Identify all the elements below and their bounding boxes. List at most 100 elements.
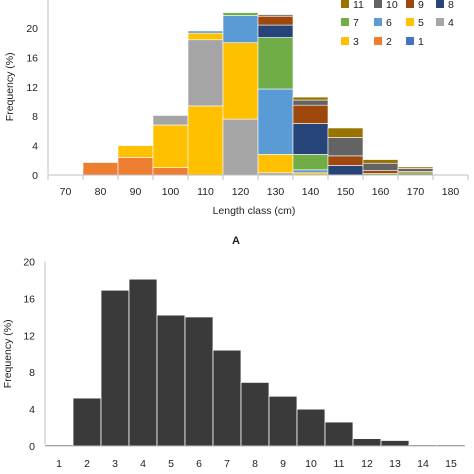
- bar-segment: [292, 99, 329, 106]
- legend-swatch: [341, 18, 349, 26]
- legend-entry: 10: [386, 0, 398, 11]
- y-tick-label: 8: [32, 111, 38, 123]
- y-tick-label: 20: [26, 23, 38, 35]
- bar-segment: [292, 169, 329, 174]
- legend-entry: 4: [448, 17, 454, 29]
- bar: [100, 289, 130, 447]
- legend-swatch: [341, 0, 349, 8]
- legend-entry: 3: [353, 36, 359, 48]
- x-tick-label: 14: [417, 458, 429, 470]
- y-tick-label: 4: [32, 141, 38, 153]
- bar-segment: [257, 24, 294, 38]
- bar-segment: [327, 137, 364, 157]
- bar-segment: [257, 37, 294, 90]
- legend-swatch: [374, 37, 382, 45]
- y-tick-label: 0: [29, 441, 35, 453]
- legend-swatch: [406, 0, 414, 8]
- x-tick-label: 3: [112, 458, 118, 470]
- y-axis-label: Frequency (%): [2, 319, 14, 388]
- bar-segment: [187, 105, 224, 176]
- legend-entry: 1: [418, 36, 424, 48]
- bar: [128, 278, 158, 447]
- bar-segment: [257, 13, 294, 16]
- legend-swatch: [406, 37, 414, 45]
- bar-segment: [292, 154, 329, 171]
- bar: [324, 421, 354, 447]
- y-tick-label: 16: [23, 293, 35, 305]
- legend-swatch: [341, 37, 349, 45]
- y-tick-label: 4: [29, 404, 35, 416]
- x-tick-label: 70: [60, 186, 72, 198]
- x-tick-label: 150: [337, 186, 355, 198]
- x-tick-label: 11: [334, 458, 345, 470]
- bar-segment: [152, 167, 189, 176]
- panel-label: A: [232, 235, 240, 247]
- y-tick-label: 8: [29, 367, 35, 379]
- bar: [380, 440, 410, 447]
- bar-segment: [362, 170, 399, 174]
- bar-segment: [257, 88, 294, 155]
- bar-segment: [292, 104, 329, 124]
- bar-segment: [397, 168, 434, 172]
- legend-entry: 7: [353, 17, 359, 29]
- legend-swatch: [374, 0, 382, 8]
- x-tick-label: 13: [389, 458, 401, 470]
- y-axis-label: Frequency (%): [4, 52, 16, 121]
- x-tick-label: 80: [95, 186, 107, 198]
- x-tick-label: 6: [196, 458, 202, 470]
- x-tick-label: 8: [252, 458, 258, 470]
- bar: [72, 397, 102, 447]
- bar-segment: [327, 155, 364, 166]
- bar-segment: [292, 123, 329, 155]
- bar-segment: [222, 118, 259, 176]
- bar: [212, 349, 242, 447]
- x-tick-label: 1: [56, 458, 62, 470]
- x-tick-label: 140: [302, 186, 320, 198]
- bar: [296, 408, 326, 447]
- bar-segment: [327, 127, 364, 138]
- legend-swatch: [374, 18, 382, 26]
- bar-segment: [152, 124, 189, 168]
- x-tick-label: 12: [361, 458, 373, 470]
- bar-segment: [362, 159, 399, 164]
- bar-segment: [292, 96, 329, 101]
- x-tick-label: 120: [232, 186, 250, 198]
- x-tick-label: 180: [442, 186, 460, 198]
- bar-segment: [327, 165, 364, 176]
- x-tick-label: 9: [280, 458, 286, 470]
- bar-segment: [222, 15, 259, 43]
- legend-entry: 8: [448, 0, 454, 11]
- x-tick-label: 90: [130, 186, 142, 198]
- bar-segment: [187, 39, 224, 107]
- bar-segment: [257, 154, 294, 174]
- x-tick-label: 110: [197, 186, 214, 198]
- bar-segment: [257, 15, 294, 26]
- x-tick-label: 7: [224, 458, 230, 470]
- bar-segment: [82, 162, 119, 176]
- legend-entry: 11: [353, 0, 364, 11]
- y-tick-label: 12: [23, 330, 35, 342]
- y-tick-label: 20: [23, 257, 35, 269]
- legend-swatch: [436, 0, 444, 8]
- bar-segment: [117, 157, 154, 176]
- legend-swatch: [406, 18, 414, 26]
- x-tick-label: 100: [162, 186, 180, 198]
- x-tick-label: 170: [407, 186, 425, 198]
- bar-segment: [397, 166, 434, 169]
- x-tick-label: 160: [372, 186, 390, 198]
- y-tick-label: 12: [26, 82, 38, 94]
- bar: [184, 316, 214, 447]
- bar-segment: [187, 30, 224, 34]
- y-tick-label: 16: [26, 52, 38, 64]
- x-tick-label: 10: [305, 458, 317, 470]
- legend-entry: 2: [386, 36, 392, 48]
- x-tick-label: 130: [267, 186, 285, 198]
- x-tick-label: 5: [168, 458, 174, 470]
- bar: [240, 381, 270, 447]
- legend-swatch: [436, 18, 444, 26]
- bar: [156, 314, 186, 447]
- y-tick-label: 0: [32, 170, 38, 182]
